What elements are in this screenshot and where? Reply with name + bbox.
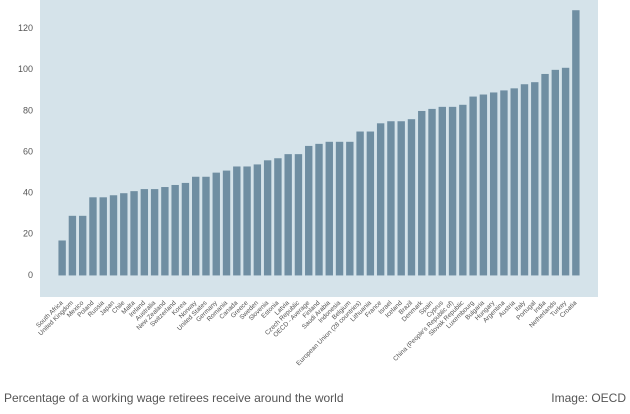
bar [263, 160, 272, 276]
y-tick-label: 40 [23, 188, 33, 198]
bar [551, 69, 560, 276]
bar [346, 141, 354, 276]
bar [202, 176, 210, 276]
bar [130, 191, 138, 276]
bar [397, 121, 405, 276]
bar [448, 106, 457, 276]
bar [181, 182, 190, 276]
bar [150, 189, 159, 276]
bar [489, 92, 498, 276]
chart-title: Percentage of a working wage retirees re… [4, 391, 344, 405]
bar [520, 84, 529, 276]
bar [305, 145, 313, 276]
bar [274, 158, 282, 276]
bar [192, 176, 200, 276]
bar [572, 10, 580, 276]
bar [233, 166, 241, 276]
bar [222, 170, 231, 276]
bar [479, 94, 488, 276]
y-tick-label: 80 [23, 105, 33, 115]
bar [78, 215, 87, 276]
y-tick-label: 100 [18, 64, 33, 74]
bar [418, 110, 426, 276]
bar [376, 123, 385, 276]
bar [459, 104, 467, 276]
bar [212, 172, 220, 276]
y-tick-label: 120 [18, 23, 33, 33]
bar [99, 197, 107, 276]
bar [325, 141, 333, 276]
y-tick-label: 0 [28, 270, 33, 280]
bar [171, 184, 179, 276]
bar [284, 154, 292, 276]
bar [243, 166, 251, 276]
bar [438, 106, 446, 276]
bar [387, 121, 395, 276]
bar [510, 88, 518, 276]
y-tick-label: 20 [23, 229, 33, 239]
bar [68, 215, 77, 276]
bar [469, 96, 477, 276]
source: Image: OECD [551, 391, 626, 405]
bar [500, 90, 508, 276]
bar [335, 141, 344, 276]
bar [253, 164, 262, 276]
bar [58, 240, 66, 276]
bar [531, 82, 539, 276]
bar [109, 195, 118, 276]
bar [294, 154, 303, 276]
bar [407, 119, 416, 276]
bar [120, 193, 128, 276]
y-tick-label: 60 [23, 146, 33, 156]
bar [356, 131, 364, 276]
bar [315, 143, 323, 276]
bar [161, 187, 169, 276]
bar [561, 67, 570, 276]
bar [366, 131, 375, 276]
bar [89, 197, 97, 276]
bar [428, 108, 436, 276]
bar [140, 189, 149, 276]
bar [541, 73, 549, 276]
